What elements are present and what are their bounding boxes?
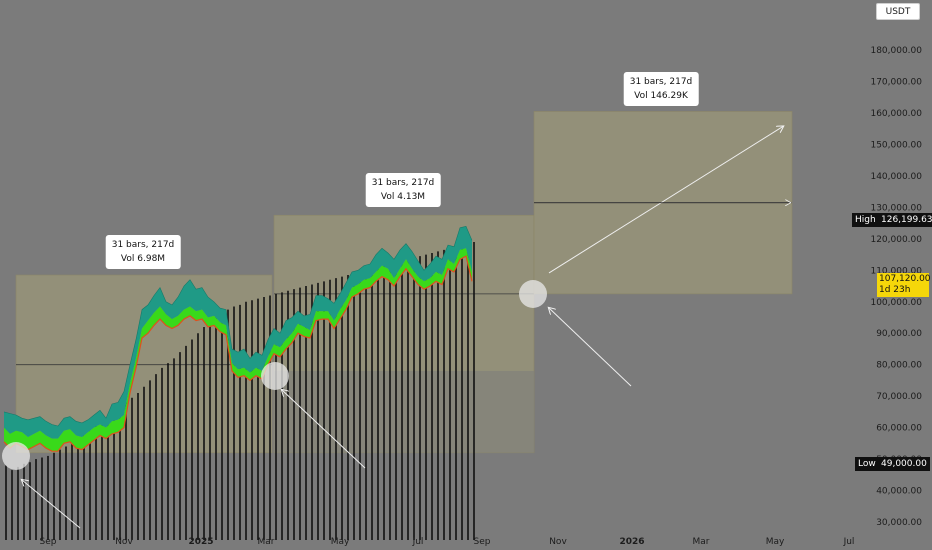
price-tick-label: 160,000.00 xyxy=(870,109,922,119)
countdown-value: 1d 23h xyxy=(879,285,911,295)
time-tick-label: Mar xyxy=(693,537,710,547)
projection-arrow xyxy=(548,126,783,274)
price-tick-label: 40,000.00 xyxy=(876,487,922,497)
time-tick-label: Jul xyxy=(843,537,855,547)
band-upper xyxy=(4,226,472,439)
current-price-badge: 107,120.00 1d 23h xyxy=(877,273,931,297)
circle-markers xyxy=(2,280,547,470)
time-tick-label: May xyxy=(766,537,785,547)
price-axis: 180,000.00 170,000.00 160,000.00 150,000.00… xyxy=(870,46,922,528)
time-tick-label: Nov xyxy=(549,537,567,547)
measurement-bars-text: 31 bars, 217d xyxy=(111,240,175,250)
measurement-vol-text: Vol 4.13M xyxy=(380,192,426,202)
high-tag-label: High xyxy=(852,213,879,227)
time-tick-label: May xyxy=(331,537,350,547)
measurement-bars-text: 31 bars, 217d xyxy=(371,178,435,188)
annotation-arrows xyxy=(22,126,790,529)
measurement-label-1: 31 bars, 217d Vol 6.98M xyxy=(105,235,181,269)
highlight-circle xyxy=(261,362,289,390)
price-tick-label: 120,000.00 xyxy=(870,235,922,245)
measurement-label-2: 31 bars, 217d Vol 4.13M xyxy=(365,173,441,207)
measurement-label-3: 31 bars, 217d Vol 146.29K xyxy=(623,72,699,106)
price-tick-label: 180,000.00 xyxy=(870,46,922,56)
price-tick-label: 100,000.00 xyxy=(870,298,922,308)
price-tick-label: 60,000.00 xyxy=(876,424,922,434)
current-price-value: 107,120.00 xyxy=(879,274,931,284)
measurement-bars-text: 31 bars, 217d xyxy=(629,77,693,87)
price-tick-label: 150,000.00 xyxy=(870,140,922,150)
band-lower-line xyxy=(3,255,473,452)
price-bands xyxy=(3,225,473,452)
price-tick-label: 140,000.00 xyxy=(870,172,922,182)
annotation-arrow xyxy=(282,390,366,469)
time-tick-label: 2026 xyxy=(619,537,644,547)
measurement-vol-text: Vol 6.98M xyxy=(120,254,166,264)
low-tag-label: Low xyxy=(855,457,879,471)
price-tick-label: 30,000.00 xyxy=(876,518,922,528)
time-tick-label: Mar xyxy=(258,537,275,547)
measurement-vol-text: Vol 146.29K xyxy=(634,91,688,101)
time-tick-label: Sep xyxy=(40,537,57,547)
time-tick-label: Jul xyxy=(412,537,424,547)
time-axis: Sep Nov 2025 Mar May Jul Sep Nov 2026 Mar May Jul xyxy=(40,537,855,547)
highlight-circle xyxy=(2,442,30,470)
band-top-line xyxy=(3,225,473,427)
price-tick-label: 130,000.00 xyxy=(870,203,922,213)
price-tick-label: 90,000.00 xyxy=(876,329,922,339)
currency-selector[interactable]: USDT xyxy=(876,3,920,20)
annotation-arrow xyxy=(549,308,632,387)
price-tick-label: 70,000.00 xyxy=(876,392,922,402)
price-tick-label: 170,000.00 xyxy=(870,78,922,88)
time-tick-label: Sep xyxy=(474,537,491,547)
price-tick-label: 80,000.00 xyxy=(876,361,922,371)
range-box-shade xyxy=(274,370,534,453)
high-tag-value: 126,199.63 xyxy=(878,213,932,227)
annotation-arrow xyxy=(22,480,81,529)
time-tick-label: 2025 xyxy=(188,537,213,547)
price-tick-label: 110,000.00 xyxy=(870,266,922,276)
time-tick-label: Nov xyxy=(115,537,133,547)
low-tag-value: 49,000.00 xyxy=(878,457,930,471)
highlight-circle xyxy=(519,280,547,308)
